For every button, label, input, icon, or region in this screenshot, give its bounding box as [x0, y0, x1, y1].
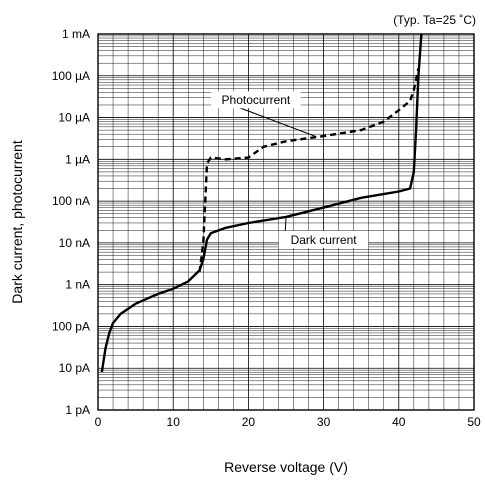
series-label: Photocurrent [222, 93, 291, 107]
y-tick-label: 1 mA [62, 27, 90, 41]
x-tick-label: 40 [392, 415, 406, 429]
y-axis-title: Dark current, photocurrent [9, 140, 25, 304]
x-tick-label: 0 [95, 415, 102, 429]
annotation: (Typ. Ta=25 ˚C) [393, 13, 476, 27]
y-tick-label: 1 nA [65, 278, 90, 292]
x-tick-label: 50 [467, 415, 481, 429]
y-tick-label: 100 nA [52, 194, 90, 208]
series-labels: Dark current Photocurrent [211, 91, 369, 248]
x-tick-label: 20 [242, 415, 256, 429]
x-axis-title: Reverse voltage (V) [224, 459, 348, 475]
tick-labels: 0 10 20 30 40 50 1 pA 10 pA 100 pA 1 nA 10 nA 100 n… [52, 27, 481, 429]
y-tick-label: 100 µA [52, 69, 90, 83]
x-tick-label: 10 [167, 415, 181, 429]
callout-box [211, 91, 301, 109]
x-tick-label: 30 [317, 415, 331, 429]
y-tick-label: 10 pA [59, 361, 90, 375]
series-label: Dark current [291, 233, 358, 247]
y-tick-label: 1 pA [65, 403, 90, 417]
series-layer [100, 33, 423, 373]
series-line [100, 33, 423, 373]
y-tick-label: 100 pA [52, 319, 90, 333]
y-tick-label: 1 µA [65, 152, 90, 166]
series-line [198, 68, 420, 273]
y-tick-label: 10 nA [59, 236, 90, 250]
plot-frame [97, 33, 475, 411]
callout-box [278, 230, 369, 248]
y-tick-label: 10 µA [58, 111, 90, 125]
